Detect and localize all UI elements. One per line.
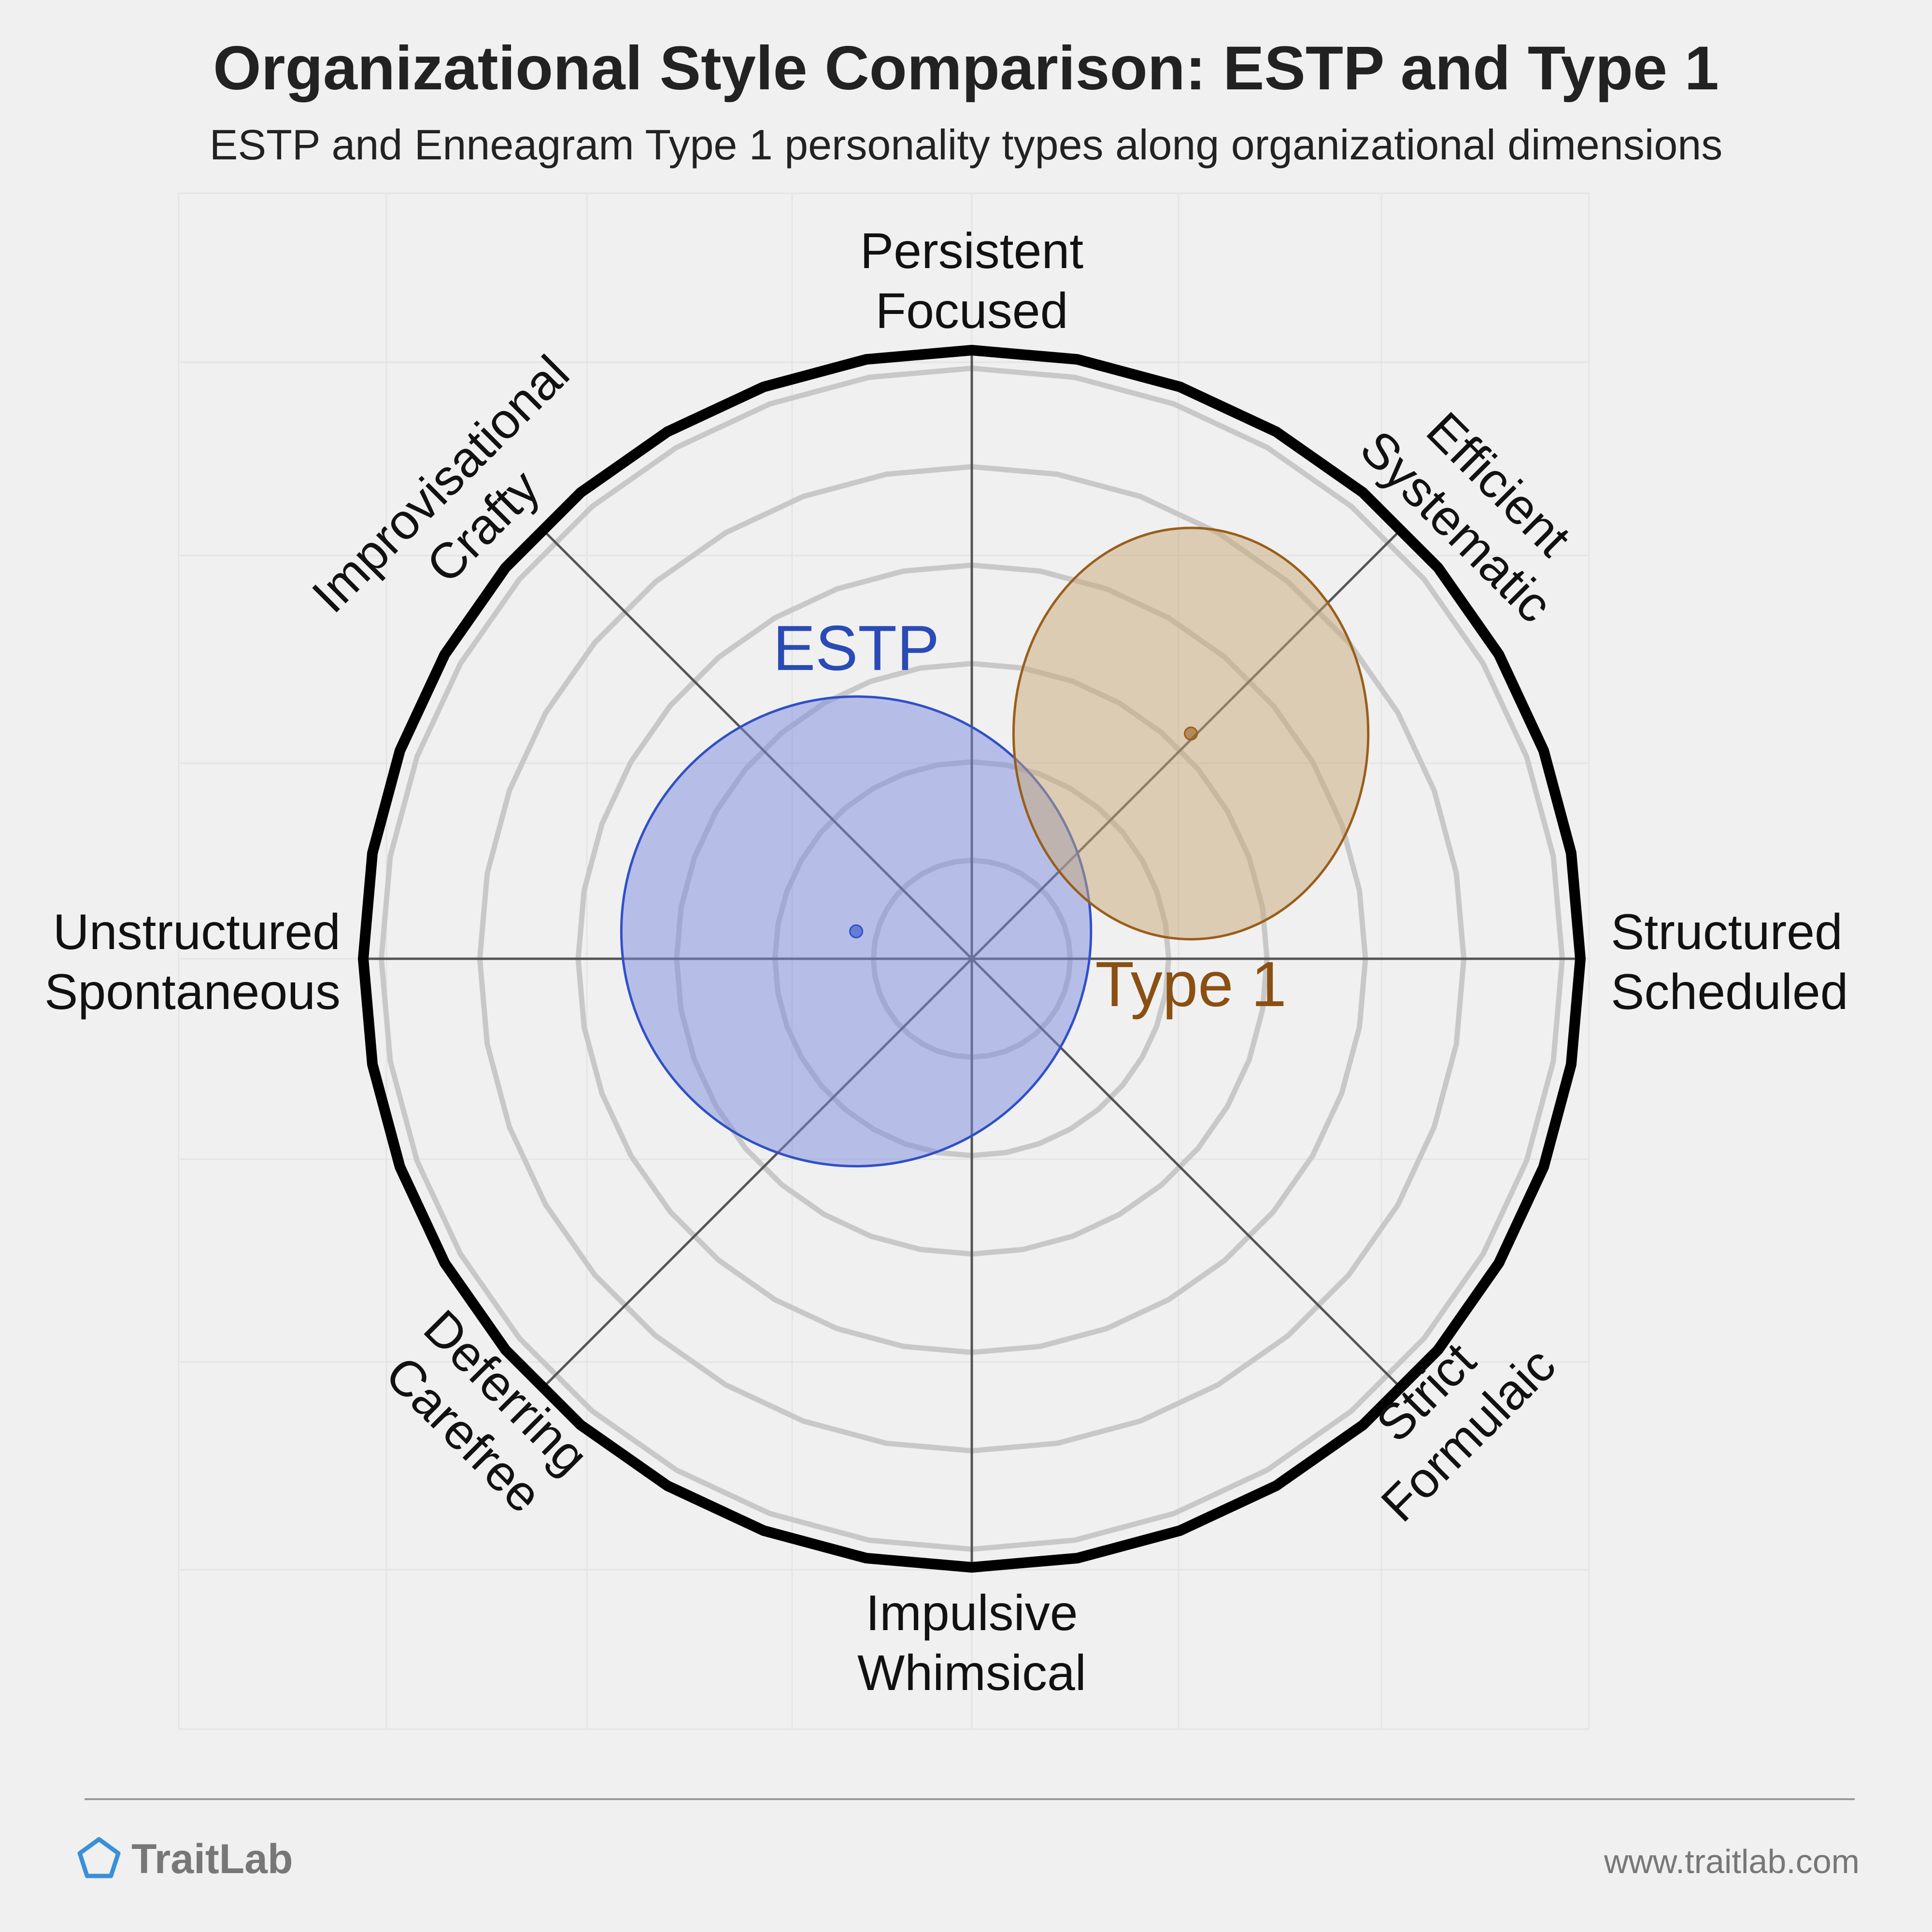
chart-subtitle: ESTP and Enneagram Type 1 personality ty… (210, 121, 1722, 169)
series-point-estp (849, 924, 864, 938)
outer-ring-shape (358, 345, 1586, 1573)
footer-url: www.traitlab.com (1604, 1843, 1860, 1880)
axis-label-unstructured-spontaneous: Unstructured Spontaneous (44, 904, 341, 1020)
chart-title: Organizational Style Comparison: ESTP an… (213, 34, 1719, 103)
axis-label-impulsive-whimsical: Impulsive Whimsical (857, 1585, 1086, 1701)
axis-label-efficient-systematic: EfficientSystematic (1350, 378, 1605, 633)
series-point-type-1 (1184, 726, 1198, 741)
series-layer: ESTP Type 1 (620, 526, 1370, 1168)
axis-label-persistent-focused: Persistent Focused (860, 223, 1084, 339)
series-label: Type 1 (1095, 949, 1286, 1020)
axis-label-structured-scheduled: Structured Scheduled (1611, 904, 1848, 1020)
footer-brand: TraitLab (131, 1836, 293, 1882)
series-label: ESTP (773, 612, 939, 683)
traitlab-logo-icon (77, 1837, 121, 1878)
axis-label-deferring-carefree: DeferringCarefree (370, 1299, 598, 1527)
outer-ring (358, 345, 1586, 1573)
